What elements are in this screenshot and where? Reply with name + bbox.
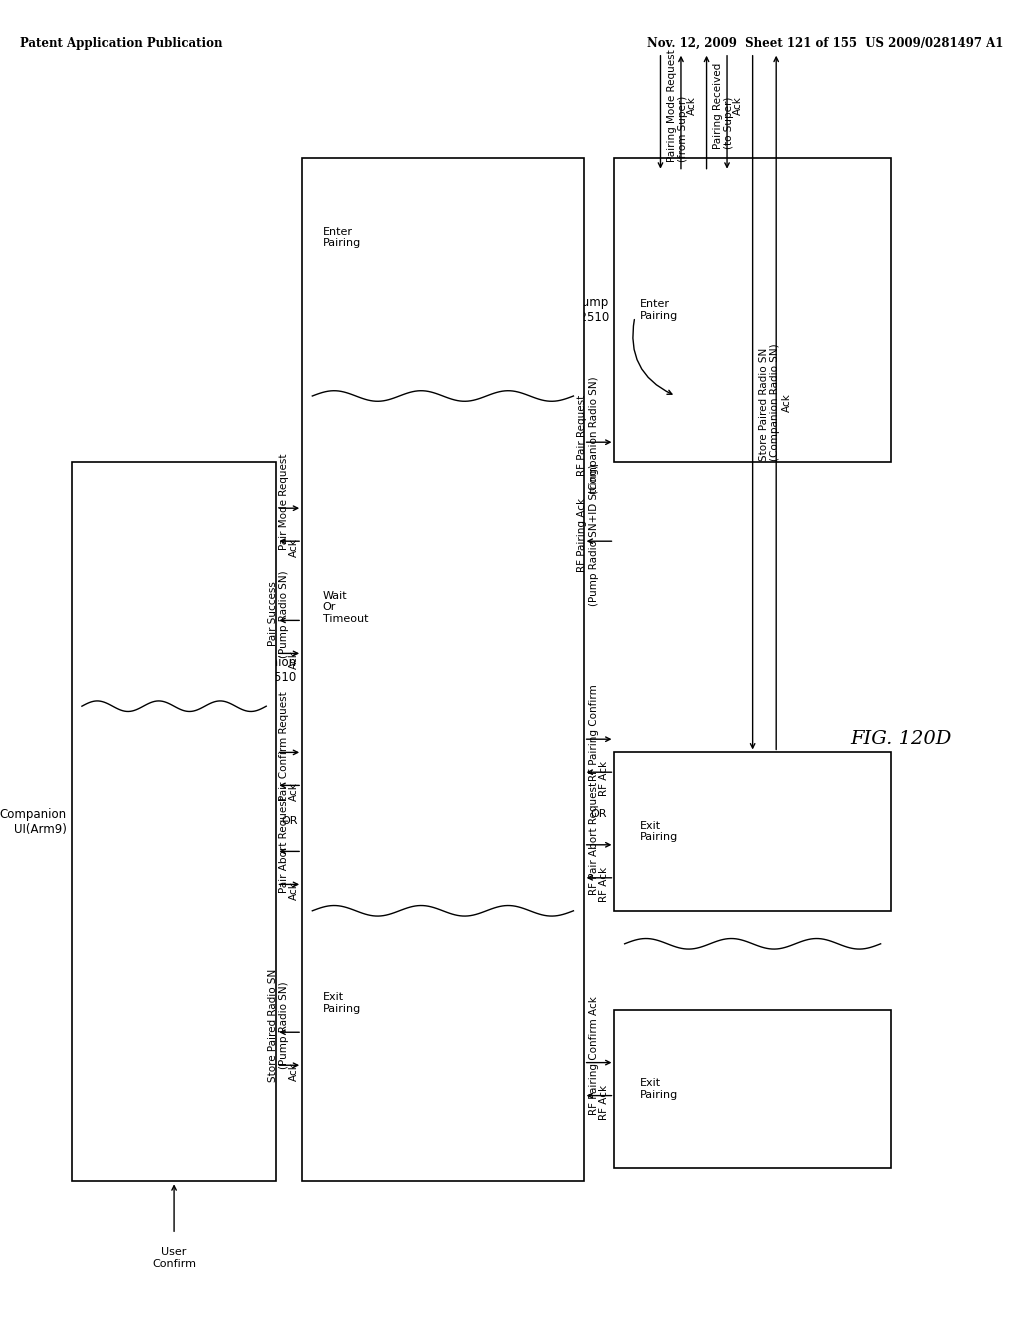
- Text: Ack: Ack: [289, 539, 299, 557]
- Text: OR: OR: [591, 809, 607, 820]
- Text: RF Ack: RF Ack: [599, 1085, 609, 1119]
- Text: Store Paired Radio SN
(Pump Radio SN): Store Paired Radio SN (Pump Radio SN): [267, 969, 289, 1082]
- Bar: [614, 158, 891, 462]
- Text: Ack: Ack: [289, 651, 299, 669]
- Text: Enter
Pairing: Enter Pairing: [640, 300, 678, 321]
- Text: FIG. 120D: FIG. 120D: [851, 730, 951, 748]
- Text: Exit
Pairing: Exit Pairing: [640, 821, 678, 842]
- Text: Pair Success
(Pump Radio SN): Pair Success (Pump Radio SN): [267, 570, 289, 657]
- Text: Nov. 12, 2009  Sheet 121 of 155  US 2009/0281497 A1: Nov. 12, 2009 Sheet 121 of 155 US 2009/0…: [647, 37, 1004, 50]
- Text: Store Paired Radio SN
(Companion Radio SN): Store Paired Radio SN (Companion Radio S…: [759, 343, 780, 462]
- Text: Wait
Or
Timeout: Wait Or Timeout: [323, 590, 368, 624]
- Text: Ack: Ack: [687, 96, 697, 115]
- Text: Pairing Mode Request
(from Super): Pairing Mode Request (from Super): [667, 49, 688, 162]
- Text: RF Pairing Confirm: RF Pairing Confirm: [589, 684, 599, 781]
- Text: RF Pair Abort Request: RF Pair Abort Request: [589, 781, 599, 895]
- Text: Pair Confirm Request: Pair Confirm Request: [280, 690, 289, 801]
- Text: RF Pairing Ack
(Pump Radio SN+ID String): RF Pairing Ack (Pump Radio SN+ID String): [578, 463, 599, 606]
- Text: Exit
Pairing: Exit Pairing: [323, 993, 360, 1014]
- Text: RF Pair Request
(Companion Radio SN): RF Pair Request (Companion Radio SN): [578, 376, 599, 495]
- Text: Ack: Ack: [289, 1063, 299, 1081]
- Text: Pump
CC2510: Pump CC2510: [563, 296, 609, 325]
- Text: Ack: Ack: [733, 96, 743, 115]
- Text: Companion
UI(Arm9): Companion UI(Arm9): [0, 808, 67, 836]
- Text: Ack: Ack: [289, 783, 299, 801]
- Text: Pairing Received
(to Super): Pairing Received (to Super): [713, 62, 734, 149]
- Text: User
Confirm: User Confirm: [153, 1247, 196, 1269]
- Text: Pair Abort Request: Pair Abort Request: [280, 796, 289, 894]
- Text: RF Ack: RF Ack: [599, 867, 609, 902]
- Text: OR: OR: [281, 816, 298, 826]
- Text: Companion
CC2510: Companion CC2510: [229, 656, 297, 684]
- Bar: [614, 1010, 891, 1168]
- Bar: [614, 752, 891, 911]
- Bar: [302, 158, 584, 1181]
- Text: RF Pairing Confirm Ack: RF Pairing Confirm Ack: [589, 997, 599, 1115]
- Text: Exit
Pairing: Exit Pairing: [640, 1078, 678, 1100]
- Text: Pair Mode Request: Pair Mode Request: [280, 453, 289, 550]
- Text: Ack: Ack: [782, 393, 793, 412]
- Text: Ack: Ack: [289, 882, 299, 900]
- Text: RF Ack: RF Ack: [599, 762, 609, 796]
- Bar: [72, 462, 276, 1181]
- Text: Patent Application Publication: Patent Application Publication: [20, 37, 223, 50]
- Text: Enter
Pairing: Enter Pairing: [323, 227, 360, 248]
